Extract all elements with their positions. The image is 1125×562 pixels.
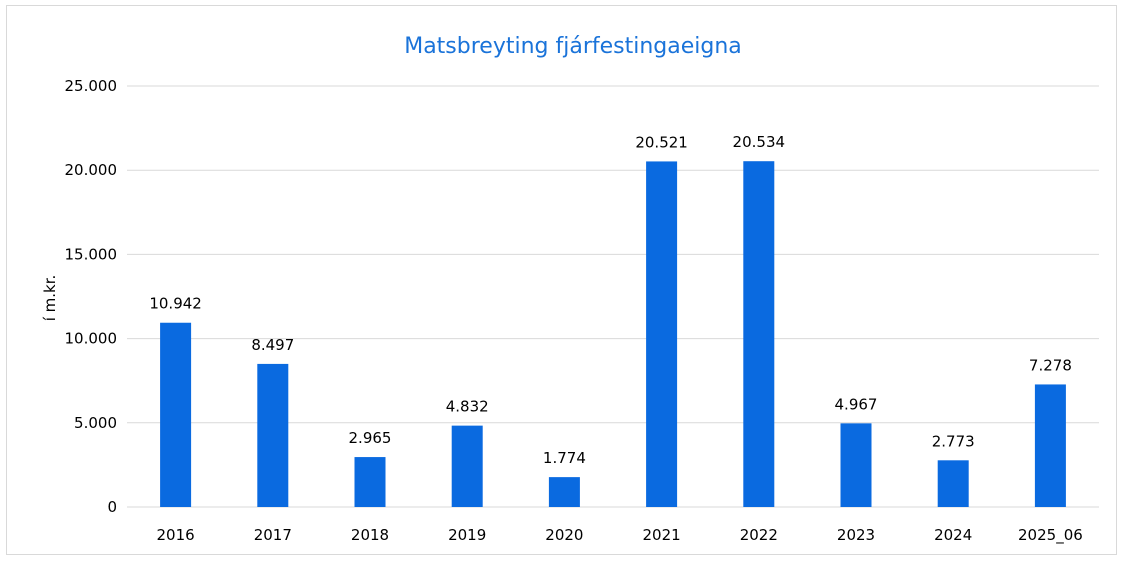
bar-2025_06 <box>1034 384 1066 507</box>
x-tick-label-2017: 2017 <box>254 526 292 544</box>
bars <box>160 161 1066 507</box>
x-tick-label-2024: 2024 <box>934 526 972 544</box>
bar-2023 <box>840 423 872 507</box>
data-label-2020: 1.774 <box>543 449 586 467</box>
bar-chart: Matsbreyting fjárfestingaeigna í m.kr. 0… <box>41 34 1099 545</box>
x-tick-label-2016: 2016 <box>157 526 195 544</box>
x-tick-label-2022: 2022 <box>740 526 778 544</box>
data-labels: 10.942 8.497 2.965 4.832 1.774 20.521 20.534 4.… <box>149 133 1072 467</box>
y-axis-label: í m.kr. <box>41 275 59 322</box>
x-tick-label-2018: 2018 <box>351 526 389 544</box>
x-tick-label-2023: 2023 <box>837 526 875 544</box>
data-label-2024: 2.773 <box>932 432 975 450</box>
chart-title: Matsbreyting fjárfestingaeigna <box>404 34 742 59</box>
y-axis-ticks: 0 5.000 10.000 15.000 20.000 25.000 <box>65 77 118 516</box>
data-label-2022: 20.534 <box>733 133 786 151</box>
data-label-2019: 4.832 <box>446 398 489 416</box>
chart-frame: Matsbreyting fjárfestingaeigna í m.kr. 0… <box>6 5 1117 555</box>
x-tick-label-2025_06: 2025_06 <box>1018 526 1083 545</box>
data-label-2017: 8.497 <box>251 336 294 354</box>
y-tick-label: 5.000 <box>74 414 117 432</box>
x-tick-label-2021: 2021 <box>643 526 681 544</box>
bar-2020 <box>548 477 580 507</box>
bar-2017 <box>257 363 289 507</box>
data-label-2023: 4.967 <box>835 395 878 413</box>
y-tick-label: 10.000 <box>65 330 118 348</box>
x-tick-label-2019: 2019 <box>448 526 486 544</box>
bar-2024 <box>937 460 969 507</box>
data-label-2025_06: 7.278 <box>1029 356 1072 374</box>
x-tick-label-2020: 2020 <box>545 526 583 544</box>
y-tick-label: 15.000 <box>65 245 118 263</box>
data-label-2016: 10.942 <box>149 295 202 313</box>
gridlines <box>127 85 1099 508</box>
data-label-2018: 2.965 <box>349 429 392 447</box>
y-tick-label: 20.000 <box>65 161 118 179</box>
bar-2016 <box>160 322 192 507</box>
bar-2021 <box>646 161 678 507</box>
y-tick-label: 25.000 <box>65 77 118 95</box>
bar-2022 <box>743 161 775 507</box>
x-axis-ticks: 2016 2017 2018 2019 2020 2021 2022 2023 2024 2025… <box>157 526 1083 545</box>
bar-2018 <box>354 457 386 507</box>
data-label-2021: 20.521 <box>635 133 688 151</box>
bar-2019 <box>451 425 483 507</box>
y-tick-label: 0 <box>107 498 117 516</box>
